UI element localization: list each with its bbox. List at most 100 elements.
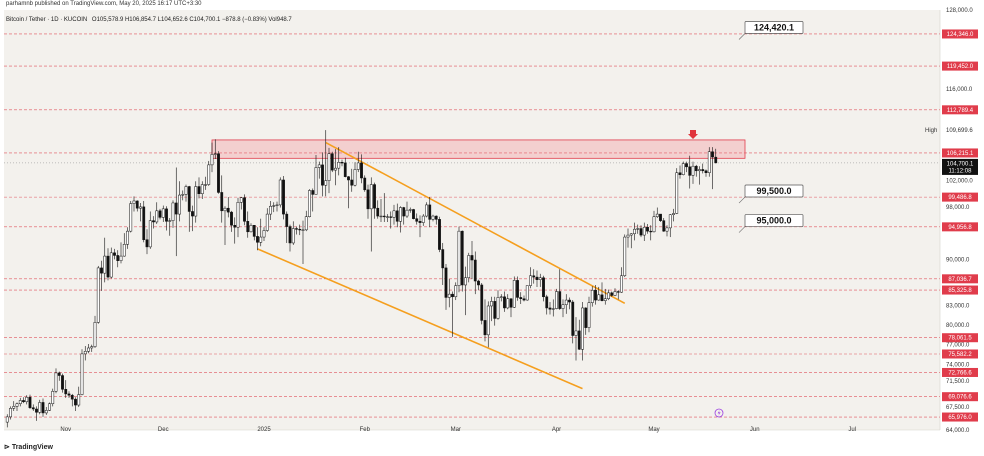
candle-body: [688, 166, 692, 176]
candle-body: [672, 213, 675, 215]
candle-body: [93, 322, 97, 347]
candle-body: [272, 205, 276, 207]
level-tag: [942, 392, 978, 402]
candle-body: [467, 255, 471, 278]
candle-body: [152, 220, 155, 223]
level-tag: [942, 412, 978, 422]
price-tick-label: 128,000.0: [946, 8, 973, 14]
candle-body: [451, 293, 454, 298]
candle-body: [675, 172, 679, 214]
candle-body: [389, 216, 393, 218]
callout-leader: [738, 196, 746, 204]
candle-body: [191, 211, 194, 217]
candle-body: [691, 165, 695, 176]
candle-body: [460, 230, 464, 286]
candle-body: [109, 252, 113, 278]
candle-body: [31, 407, 35, 410]
candle-body: [382, 215, 386, 218]
candle-body: [295, 228, 298, 230]
channel-lower-line: [257, 248, 583, 390]
candle-body: [256, 236, 259, 243]
candle-body: [581, 307, 584, 350]
candle-body: [197, 186, 201, 194]
candle-body: [96, 267, 100, 323]
candle-body: [291, 228, 295, 244]
candle-body: [207, 164, 211, 185]
candle-body: [555, 291, 558, 309]
candle-body: [41, 402, 45, 414]
candle-body: [314, 167, 318, 195]
candle-body: [304, 216, 308, 231]
candle-body: [15, 403, 19, 407]
candle-body: [5, 416, 9, 423]
lightning-glyph: [717, 410, 721, 416]
candle-body: [12, 406, 16, 409]
candle-body: [704, 170, 708, 173]
candle-body: [317, 164, 321, 168]
level-tag-label: 112,789.4: [947, 108, 974, 114]
date-tick-label: Nov: [60, 427, 71, 433]
symbol-info: Bitcoin / Tether · 1D · KUCOIN O105,578.…: [6, 17, 295, 23]
candle-body: [532, 275, 536, 278]
candle-body: [558, 291, 562, 309]
candle-body: [226, 207, 230, 213]
level-tag: [942, 222, 978, 232]
candle-body: [181, 194, 185, 196]
candle-body: [395, 210, 399, 222]
level-tag: [942, 333, 978, 343]
candle-body: [142, 206, 146, 240]
price-tick-label: 102,000.0: [946, 179, 973, 185]
candle-body: [210, 154, 214, 166]
level-tag: [942, 61, 978, 71]
candle-body: [597, 294, 601, 301]
candle-body: [168, 220, 172, 222]
candle-body: [113, 252, 116, 256]
level-tag-label: 75,582.2: [948, 352, 972, 358]
candle-body: [321, 164, 324, 186]
tradingview-logo[interactable]: ⊳ TradingView: [4, 443, 53, 451]
callout-label: 99,500.0: [756, 186, 791, 196]
candle-body: [571, 301, 575, 336]
price-tick-label: 67,500.0: [946, 405, 970, 411]
candle-body: [431, 215, 435, 220]
candle-body: [350, 179, 354, 186]
candles-group: [5, 130, 718, 428]
candle-body: [408, 209, 412, 211]
candle-body: [116, 255, 120, 261]
candle-body: [252, 225, 256, 237]
candle-body: [22, 400, 25, 403]
level-tag-label: 106,215.1: [947, 151, 974, 157]
candle-body: [243, 197, 246, 222]
candle-body: [473, 259, 477, 282]
high-label: High: [925, 128, 937, 134]
price-tick-label: 71,500.0: [946, 379, 970, 385]
date-tick-label: Jun: [750, 427, 760, 433]
candle-body: [275, 204, 279, 206]
candle-body: [220, 192, 224, 212]
candle-body: [57, 372, 61, 376]
candle-body: [262, 230, 266, 238]
level-tag-label: 87,036.7: [948, 277, 972, 283]
candle-body: [490, 301, 493, 307]
candle-body: [282, 179, 285, 215]
candle-body: [545, 296, 549, 309]
level-tag: [942, 148, 978, 158]
candle-body: [9, 408, 12, 418]
candle-body: [38, 402, 42, 413]
brand-name: TradingView: [11, 444, 53, 451]
candle-body: [568, 299, 571, 303]
candle-body: [613, 291, 617, 296]
candle-body: [356, 162, 360, 170]
candle-body: [90, 346, 94, 349]
callout-box: [744, 21, 804, 34]
candle-body: [642, 226, 646, 236]
callout-box: [744, 184, 804, 198]
candle-body: [616, 291, 620, 293]
candle-body: [373, 184, 376, 209]
candle-body: [77, 394, 81, 406]
level-tag: [942, 285, 978, 295]
date-tick-label: Feb: [360, 427, 371, 433]
level-tag: [942, 105, 978, 115]
